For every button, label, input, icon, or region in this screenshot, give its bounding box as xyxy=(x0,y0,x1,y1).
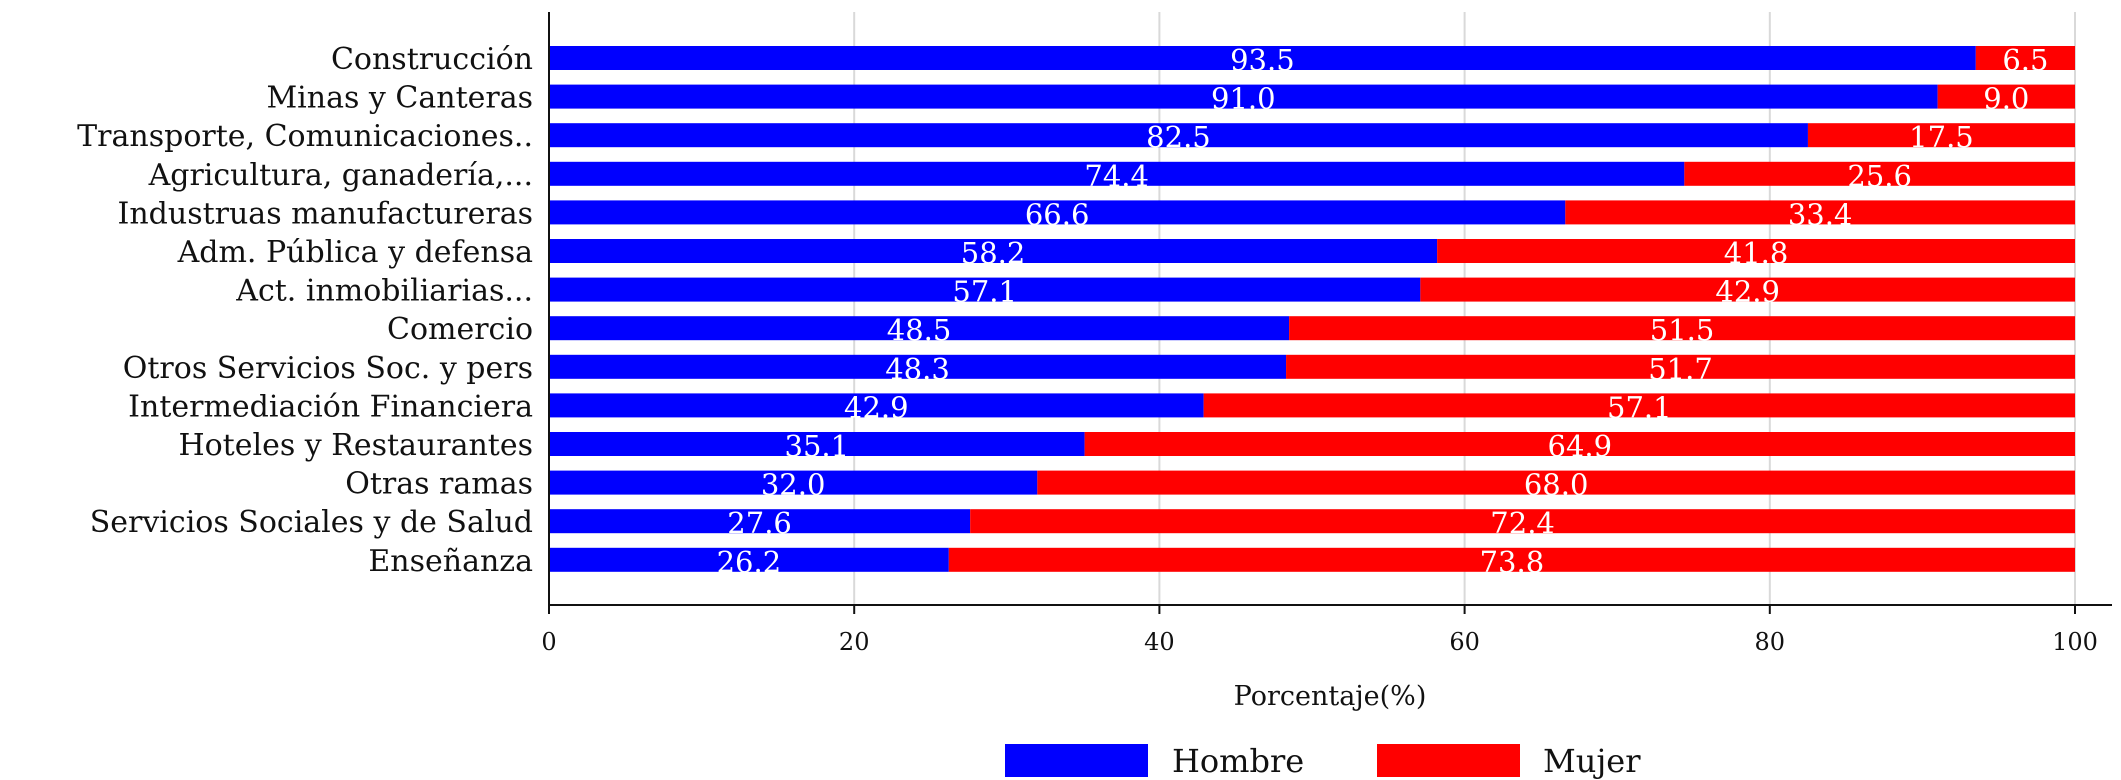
bar-value-label: 32.0 xyxy=(761,468,826,502)
x-tick-label: 0 xyxy=(541,628,556,656)
bar-value-label: 74.4 xyxy=(1084,159,1149,193)
bar-value-label: 35.1 xyxy=(785,429,850,463)
bar-mujer xyxy=(1420,277,2075,302)
bar-value-label: 9.0 xyxy=(1983,82,2029,116)
bar-value-label: 51.7 xyxy=(1648,352,1713,386)
bar-value-label: 51.5 xyxy=(1650,313,1715,347)
category-label: Minas y Canteras xyxy=(266,81,533,116)
bar-hombre xyxy=(549,316,1290,341)
bar-hombre xyxy=(549,470,1038,495)
bar-value-label: 6.5 xyxy=(2002,43,2048,77)
bar-hombre xyxy=(549,123,1808,148)
category-labels: Construcción Minas y CanterasTransporte, … xyxy=(77,42,533,579)
category-label: Servicios Sociales y de Salud xyxy=(90,505,533,540)
bar-value-label: 66.6 xyxy=(1025,197,1090,231)
category-label: Comercio xyxy=(387,312,533,347)
x-tick-label: 60 xyxy=(1449,628,1480,656)
bar-hombre xyxy=(549,84,1938,109)
bar-value-label: 42.9 xyxy=(1715,275,1780,309)
category-label: Otros Servicios Soc. y pers xyxy=(123,351,533,386)
bar-hombre xyxy=(549,509,971,534)
x-axis-title: Porcentaje(%) xyxy=(1234,681,1427,712)
bar-hombre xyxy=(549,432,1085,456)
bar-mujer xyxy=(1437,239,2075,263)
bars xyxy=(549,46,2075,572)
bar-mujer xyxy=(1203,393,2075,418)
category-label: Adm. Pública y defensa xyxy=(177,235,534,270)
category-label: Hoteles y Restaurantes xyxy=(178,428,533,463)
bar-hombre xyxy=(549,277,1421,302)
bar-hombre xyxy=(549,200,1566,225)
bar-hombre xyxy=(549,354,1287,379)
bar-value-label: 41.8 xyxy=(1724,236,1789,270)
gridlines xyxy=(853,12,2076,605)
bar-value-label: 73.8 xyxy=(1480,545,1545,579)
bar-value-label: 91.0 xyxy=(1211,82,1276,116)
data-labels: 93.5 6.5 91.0 9.0 82.5 17.5 74.4 25.6 66.6 33.4 58… xyxy=(717,43,2049,579)
bar-value-label: 27.6 xyxy=(727,506,792,540)
category-label: Transporte, Comunicaciones.. xyxy=(77,119,533,154)
legend: Hombre Mujer xyxy=(1005,742,1641,780)
bar-value-label: 17.5 xyxy=(1909,120,1974,154)
x-tick-label: 20 xyxy=(839,628,870,656)
category-label: Intermediación Financiera xyxy=(128,389,533,424)
bar-value-label: 57.1 xyxy=(952,275,1017,309)
x-ticks: 0 20 40 60 80 100 xyxy=(541,605,2098,656)
x-tick-label: 100 xyxy=(2052,628,2098,656)
bar-value-label: 42.9 xyxy=(844,390,909,424)
bar-value-label: 72.4 xyxy=(1490,506,1555,540)
legend-swatch-mujer xyxy=(1377,744,1520,777)
bar-value-label: 93.5 xyxy=(1230,43,1295,77)
bar-mujer xyxy=(1937,84,2075,109)
bar-value-label: 68.0 xyxy=(1524,468,1589,502)
bar-mujer xyxy=(1565,200,2075,225)
bar-hombre xyxy=(549,239,1438,263)
bar-mujer xyxy=(1084,432,2075,456)
bar-value-label: 48.3 xyxy=(885,352,950,386)
bar-mujer xyxy=(1975,46,2075,70)
bar-hombre xyxy=(549,161,1685,186)
bar-mujer xyxy=(948,547,2075,572)
bar-hombre xyxy=(549,393,1204,418)
bar-hombre xyxy=(549,46,1976,70)
bar-value-label: 57.1 xyxy=(1607,390,1672,424)
bar-mujer xyxy=(1684,161,2075,186)
category-label: Act. inmobiliarias... xyxy=(235,274,533,309)
bar-mujer xyxy=(1807,123,2075,148)
category-label: Agricultura, ganadería,... xyxy=(148,158,533,193)
bar-value-label: 48.5 xyxy=(887,313,952,347)
bar-value-label: 58.2 xyxy=(961,236,1026,270)
x-tick-label: 80 xyxy=(1755,628,1786,656)
category-label: Construcción xyxy=(331,42,533,77)
bar-mujer xyxy=(1037,470,2075,495)
legend-swatch-hombre xyxy=(1005,744,1148,777)
bar-value-label: 33.4 xyxy=(1788,197,1853,231)
bar-hombre xyxy=(549,547,949,572)
bar-value-label: 82.5 xyxy=(1146,120,1211,154)
axes xyxy=(548,12,2112,606)
bar-mujer xyxy=(1289,316,2075,341)
legend-label: Hombre xyxy=(1172,742,1304,780)
category-label: Enseñanza xyxy=(368,544,533,579)
bar-mujer xyxy=(1286,354,2075,379)
category-label: Otras ramas xyxy=(345,467,533,502)
bar-mujer xyxy=(970,509,2075,534)
bar-value-label: 25.6 xyxy=(1847,159,1912,193)
x-tick-label: 40 xyxy=(1144,628,1175,656)
category-label: Industruas manufactureras xyxy=(118,196,534,231)
bar-value-label: 64.9 xyxy=(1548,429,1613,463)
bar-value-label: 26.2 xyxy=(717,545,782,579)
legend-label: Mujer xyxy=(1543,742,1641,780)
